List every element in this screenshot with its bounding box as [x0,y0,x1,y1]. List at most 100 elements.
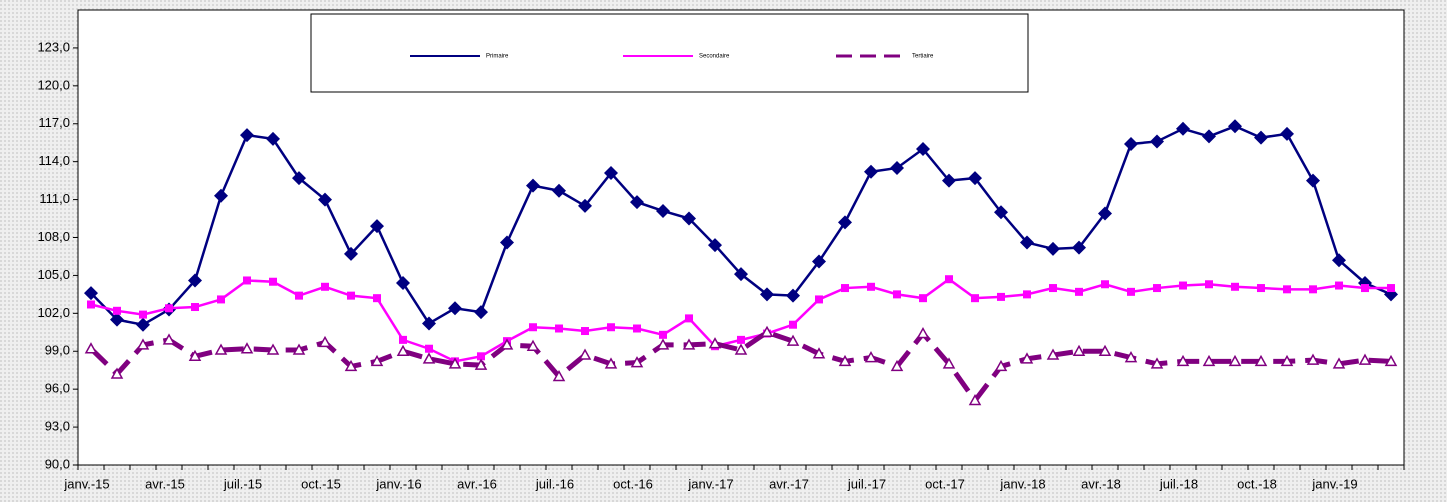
marker [1257,284,1265,293]
x-tick-label: avr.-16 [457,476,497,491]
x-tick-label: juil.-18 [1159,476,1198,491]
marker [113,306,121,315]
marker [1283,285,1291,294]
marker [422,316,436,331]
x-tick-label: avr.-15 [145,476,185,491]
marker [266,131,280,146]
marker [682,338,696,350]
marker [942,173,956,188]
y-tick-label: 111,0 [39,191,70,206]
marker [1306,173,1320,188]
marker [552,369,566,382]
marker [968,393,982,406]
marker [812,347,826,359]
marker [1205,280,1213,289]
marker [1124,351,1138,363]
x-tick-label: janv.-17 [687,476,733,491]
marker [1098,344,1112,356]
marker [812,254,826,269]
marker [786,334,800,346]
marker [474,358,488,370]
marker [1046,241,1060,256]
marker [1075,287,1083,296]
marker [633,324,641,333]
marker [552,183,566,198]
x-tick-label: janv.-15 [63,476,109,491]
marker [971,294,979,303]
marker [1309,285,1317,294]
y-tick-label: 96,0 [45,381,70,396]
marker [682,211,696,226]
marker [240,342,254,354]
marker [1023,290,1031,299]
marker [1335,281,1343,290]
marker [685,314,693,323]
marker [1176,121,1190,136]
marker [604,357,618,369]
x-tick-label: janv.-18 [999,476,1045,491]
marker [578,198,592,213]
marker [1280,126,1294,141]
marker [448,357,462,369]
marker [500,235,514,250]
legend-box [310,13,1029,93]
x-tick-label: oct.-18 [1237,476,1277,491]
marker [630,195,644,210]
marker [581,327,589,336]
marker [864,164,878,179]
marker [344,359,358,372]
marker [630,356,644,368]
x-tick-label: oct.-17 [925,476,965,491]
x-tick-label: janv.-16 [375,476,421,491]
marker [916,142,930,157]
marker [139,310,147,319]
marker [838,215,852,230]
marker [344,246,358,261]
marker [1361,284,1369,293]
marker [1306,353,1320,365]
marker [1072,240,1086,255]
marker [399,335,407,344]
marker [500,338,514,350]
marker [1072,344,1086,356]
marker [1153,284,1161,293]
marker [1231,282,1239,291]
marker [1150,357,1164,369]
x-tick-label: juil.-15 [223,476,262,491]
marker [318,335,332,348]
marker [1332,357,1346,369]
marker [760,325,774,338]
marker [292,343,306,355]
y-tick-label: 105,0 [37,267,70,282]
marker [838,354,852,367]
marker [786,288,800,303]
marker [1280,354,1294,367]
marker [1358,353,1372,365]
marker [1020,352,1034,364]
marker [994,359,1008,372]
marker [214,343,228,355]
marker [396,276,410,290]
marker [1332,253,1346,268]
x-tick-label: janv.-19 [1311,476,1357,491]
x-tick-label: juil.-16 [535,476,574,491]
y-tick-label: 102,0 [37,305,70,320]
marker [266,343,280,355]
marker [841,284,849,293]
marker [1202,354,1216,367]
y-tick-label: 117,0 [38,115,70,130]
marker [890,160,904,175]
marker [815,295,823,304]
marker [968,171,982,186]
y-tick-label: 114,0 [38,153,70,168]
marker [162,333,176,345]
marker [1228,354,1242,367]
marker [448,301,462,316]
marker [1049,284,1057,293]
legend-label: Primaire [486,54,509,60]
marker [217,295,225,304]
marker [656,203,670,218]
marker [1387,284,1395,293]
marker [191,303,199,312]
marker [604,166,618,181]
